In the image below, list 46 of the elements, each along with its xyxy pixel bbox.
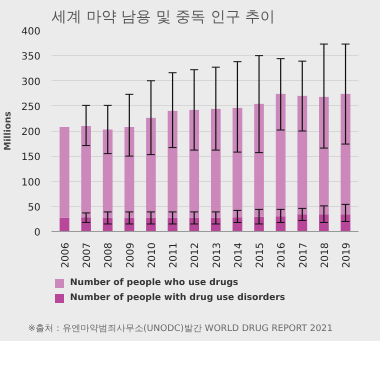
bar <box>319 96 329 214</box>
y-tick-label: 100 <box>21 177 41 188</box>
y-tick-label: 350 <box>21 52 41 63</box>
x-tick-label: 2010 <box>146 242 158 268</box>
x-tick-label: 2009 <box>125 242 136 268</box>
bar <box>210 108 221 218</box>
bar <box>102 129 113 218</box>
y-tick-label: 200 <box>21 127 41 138</box>
y-tick-label: 150 <box>21 152 41 164</box>
bar <box>340 94 350 214</box>
legend-label: Number of people who use drugs <box>70 277 238 290</box>
x-tick-label: 2013 <box>212 242 223 268</box>
bar <box>60 126 70 218</box>
bar <box>168 110 178 218</box>
y-axis-title: Millions <box>3 111 14 151</box>
bar <box>81 217 91 232</box>
x-tick-label: 2012 <box>190 242 202 268</box>
x-tick-label: 2011 <box>168 242 180 268</box>
y-tick-label: 300 <box>21 76 41 88</box>
bar <box>146 118 156 218</box>
legend-label: Number of people with drug use disorders <box>70 292 286 305</box>
text: ※출처 : 유엔마약범죄사무소(UNODC)발간 WORLD DRUG REPORT 2021 <box>28 324 333 334</box>
x-tick-label: 2014 <box>233 242 244 268</box>
bar <box>81 126 91 218</box>
y-tick-label: 400 <box>21 26 41 38</box>
bar <box>124 126 134 218</box>
bar <box>319 214 329 232</box>
bar <box>232 108 242 218</box>
bar <box>254 104 264 217</box>
chart-title: 세계 마약 남용 및 중독 인구 추이 <box>52 8 276 26</box>
x-tick-label: 2018 <box>320 242 331 268</box>
bar <box>60 218 70 232</box>
x-tick-label: 2007 <box>82 242 94 268</box>
x-tick-label: 2017 <box>298 242 310 268</box>
x-tick-label: 2015 <box>255 242 266 268</box>
y-tick-label: 0 <box>34 228 41 238</box>
bar <box>189 110 200 218</box>
x-tick-label: 2006 <box>60 242 72 268</box>
y-tick-label: 250 <box>21 102 41 113</box>
y-tick-label: 50 <box>28 202 41 214</box>
x-tick-label: 2008 <box>104 242 115 268</box>
x-tick-label: 2016 <box>276 242 288 268</box>
bar <box>232 217 242 232</box>
bar <box>276 94 286 216</box>
bar <box>297 96 308 214</box>
x-tick-label: 2019 <box>342 242 353 268</box>
